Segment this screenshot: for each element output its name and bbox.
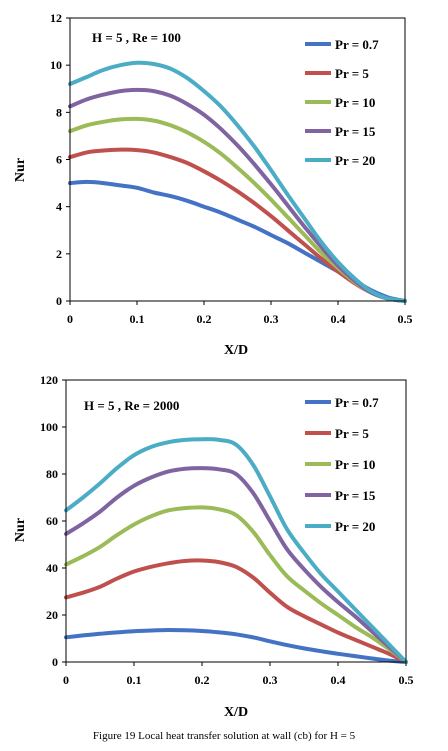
legend-label: Pr = 5 [335, 426, 369, 441]
x-tick-label: 0.5 [399, 673, 414, 687]
y-tick-label: 8 [56, 105, 62, 119]
x-tick-label: 0.3 [263, 673, 278, 687]
y-tick-label: 6 [56, 153, 62, 167]
legend-label: Pr = 10 [335, 457, 375, 472]
x-axis-label: X/D [224, 705, 248, 720]
y-tick-label: 100 [40, 420, 58, 434]
legend-label: Pr = 15 [335, 124, 376, 139]
x-tick-label: 0.5 [398, 312, 413, 326]
legend-label: Pr = 15 [335, 488, 376, 503]
x-tick-label: 0.2 [195, 673, 210, 687]
y-tick-label: 0 [56, 294, 62, 308]
y-tick-label: 80 [46, 467, 58, 481]
x-tick-label: 0.1 [127, 673, 142, 687]
legend-label: Pr = 0.7 [335, 37, 379, 52]
series-line-4 [68, 87, 407, 303]
y-tick-label: 2 [56, 247, 62, 261]
series-line-4 [64, 466, 408, 664]
annotation: H = 5 , Re = 2000 [84, 398, 179, 413]
y-tick-label: 20 [46, 608, 58, 622]
x-tick-label: 0.4 [331, 673, 346, 687]
series-line-5 [68, 60, 407, 303]
x-tick-label: 0.2 [197, 312, 212, 326]
x-tick-label: 0.4 [331, 312, 346, 326]
y-axis-label: Nur [13, 518, 28, 542]
series-line-5 [64, 437, 408, 664]
y-tick-label: 10 [50, 58, 62, 72]
y-axis-label: Nur [13, 158, 28, 182]
y-tick-label: 4 [56, 200, 62, 214]
legend-label: Pr = 0.7 [335, 395, 379, 410]
y-tick-label: 40 [46, 561, 58, 575]
x-tick-label: 0.1 [130, 312, 145, 326]
x-tick-label: 0.3 [264, 312, 279, 326]
legend-label: Pr = 20 [335, 519, 375, 534]
chart-re2000: 0 20 40 60 80 100 120 0 0.1 0.2 0.3 0.4 0.5 H = 5 , … [13, 373, 414, 720]
y-tick-label: 120 [40, 373, 58, 387]
series-line-2 [64, 558, 408, 664]
y-tick-label: 60 [46, 514, 58, 528]
x-axis-label: X/D [224, 343, 248, 358]
x-tick-label: 0 [63, 673, 69, 687]
x-tick-label: 0 [67, 312, 73, 326]
series-line-3 [64, 505, 408, 664]
chart-re100: 0 2 4 6 8 10 12 0 0.1 0.2 0.3 0.4 0.5 H = 5 , Re = 1… [13, 11, 413, 358]
legend-label: Pr = 10 [335, 95, 375, 110]
annotation: H = 5 , Re = 100 [92, 30, 181, 45]
y-tick-label: 0 [52, 655, 58, 669]
series-line-1 [64, 628, 408, 664]
figure-caption: Figure 19 Local heat transfer solution a… [92, 730, 356, 742]
legend-label: Pr = 5 [335, 66, 369, 81]
legend-label: Pr = 20 [335, 153, 375, 168]
y-tick-label: 12 [50, 11, 62, 25]
